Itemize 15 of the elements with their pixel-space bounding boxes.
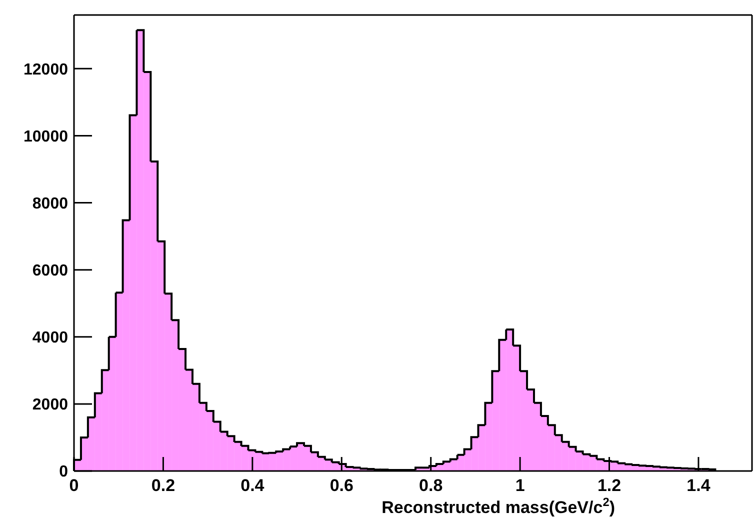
y-tick-label: 6000 <box>32 262 68 280</box>
y-tick-label: 2000 <box>32 396 68 414</box>
y-tick-label: 8000 <box>32 195 68 212</box>
y-tick-label: 12000 <box>24 61 68 78</box>
x-tick-label: 0.8 <box>419 476 443 495</box>
x-tick-label: 1.2 <box>597 476 622 495</box>
x-tick-label: 0.2 <box>151 476 176 495</box>
x-tick-label: 1.4 <box>686 476 711 495</box>
y-tick-label: 0 <box>59 464 68 481</box>
x-axis-title: Reconstructed mass(GeV/c$^{2}$) <box>382 495 615 517</box>
x-tick-label: 0.6 <box>330 476 354 495</box>
y-tick-label: 10000 <box>24 128 68 146</box>
y-tick-label: 4000 <box>32 329 68 346</box>
x-tick-label: 0.4 <box>240 476 265 495</box>
x-tick-label: 1 <box>515 476 525 495</box>
